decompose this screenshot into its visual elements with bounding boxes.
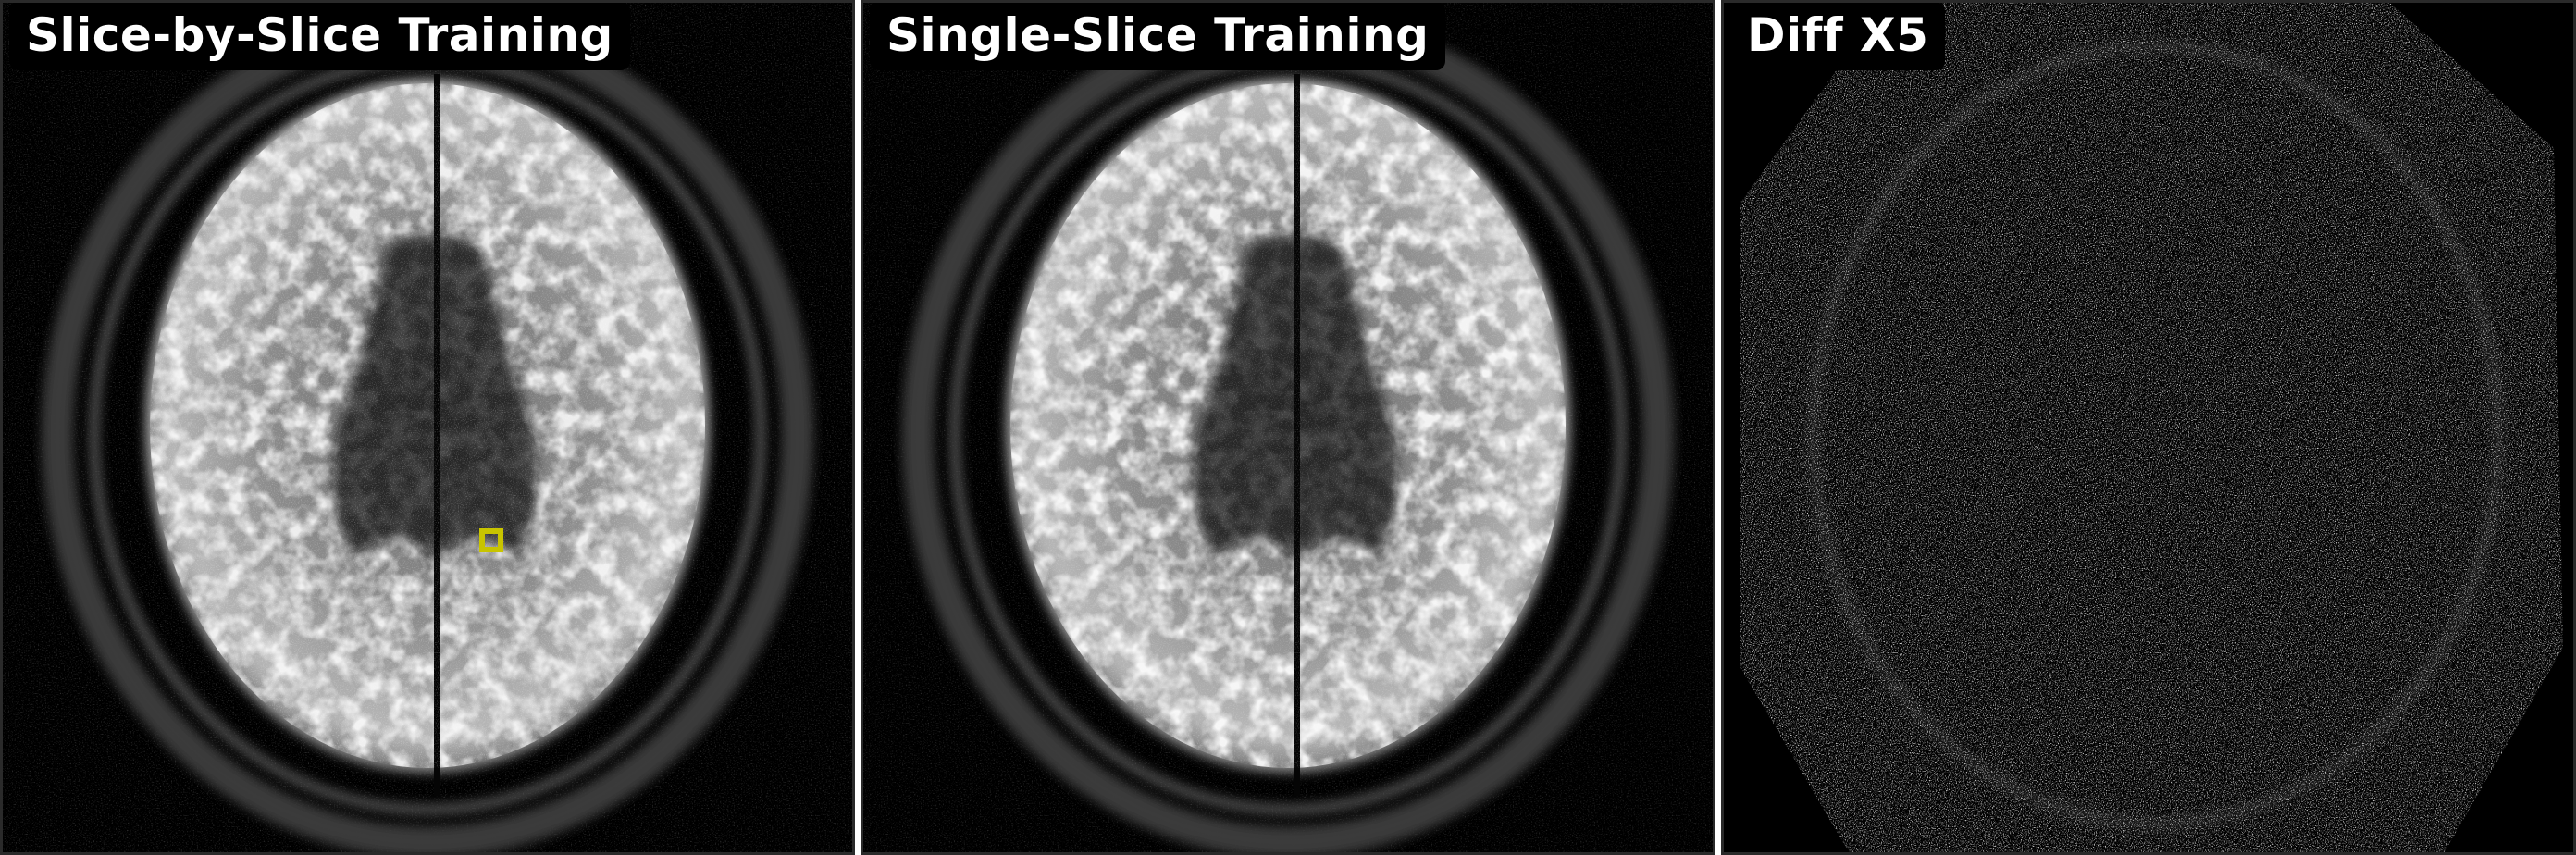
panel-slice-by-slice: Slice-by-Slice Training [0, 0, 855, 855]
roi-marker [479, 528, 503, 552]
panel-title: Diff X5 [1730, 2, 1946, 70]
panel-diff-x5: Diff X5 [1721, 0, 2576, 855]
brain-mri-image [861, 0, 1715, 855]
panel-single-slice: Single-Slice Training [861, 0, 1715, 855]
brain-mri-image [0, 0, 855, 855]
panel-title: Slice-by-Slice Training [9, 2, 630, 70]
difference-map-image [1721, 0, 2576, 855]
panel-title: Single-Slice Training [870, 2, 1446, 70]
